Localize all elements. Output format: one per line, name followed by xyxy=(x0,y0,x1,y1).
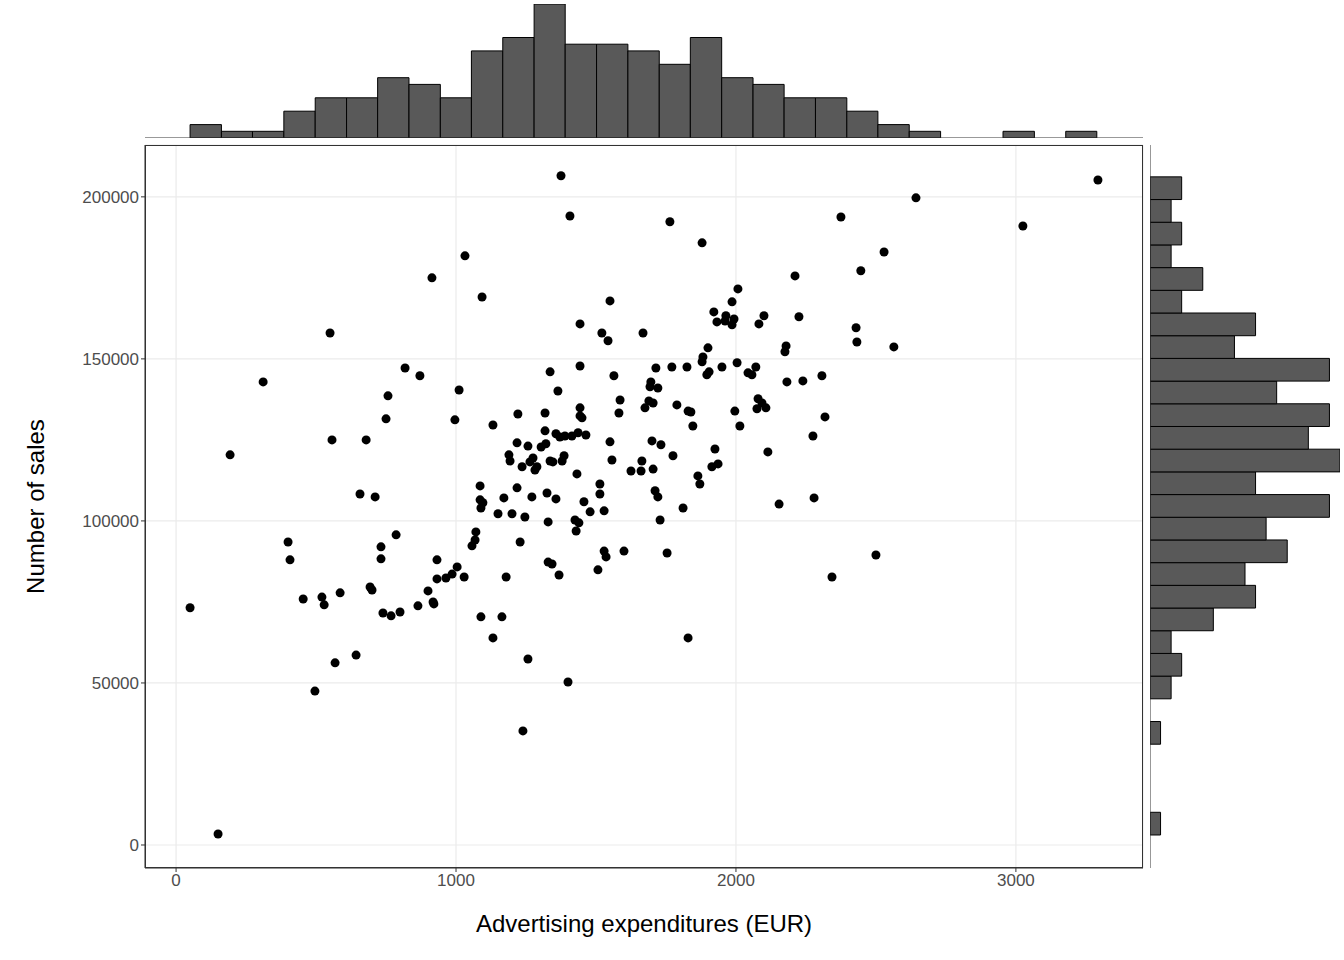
svg-text:50000: 50000 xyxy=(92,674,139,693)
svg-text:0: 0 xyxy=(130,836,139,855)
svg-text:200000: 200000 xyxy=(82,188,139,207)
svg-text:Number of sales: Number of sales xyxy=(22,419,49,594)
svg-text:0: 0 xyxy=(171,871,180,890)
svg-text:3000: 3000 xyxy=(997,871,1035,890)
svg-text:2000: 2000 xyxy=(717,871,755,890)
svg-text:150000: 150000 xyxy=(82,350,139,369)
svg-text:1000: 1000 xyxy=(437,871,475,890)
svg-text:100000: 100000 xyxy=(82,512,139,531)
svg-text:Advertising expenditures (EUR): Advertising expenditures (EUR) xyxy=(476,910,812,937)
